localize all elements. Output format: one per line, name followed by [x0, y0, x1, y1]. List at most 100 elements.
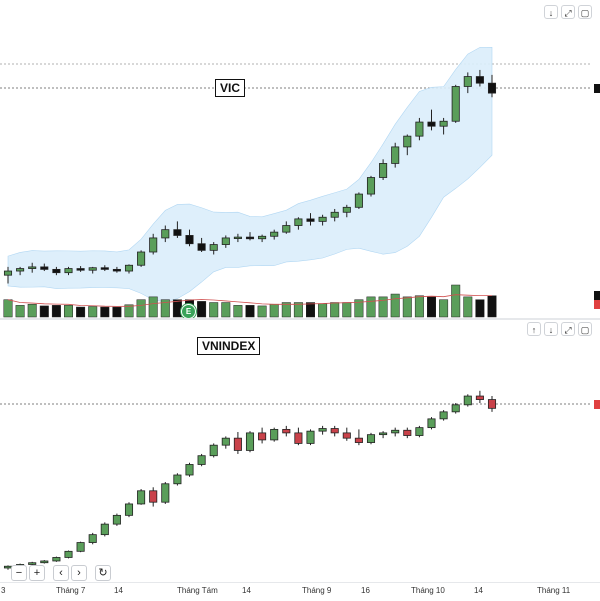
reset-chart-button[interactable]: ↻	[95, 565, 111, 581]
candle-body	[427, 418, 436, 429]
volume-bar	[354, 299, 364, 318]
candle-body	[439, 411, 448, 420]
candle-body	[137, 251, 146, 266]
candle-body	[258, 432, 267, 441]
volume-ma-line	[7, 294, 492, 307]
volume-bar	[463, 296, 473, 318]
x-tick: 16	[361, 586, 370, 595]
scroll-left-button[interactable]: ‹	[53, 565, 69, 581]
volume-bar	[487, 295, 497, 318]
volume-bar	[124, 304, 134, 318]
vic-volume-marker	[594, 291, 600, 300]
volume-bar	[378, 296, 388, 318]
volume-bar	[318, 303, 328, 318]
candle-body	[100, 267, 109, 270]
candle-body	[209, 244, 218, 251]
maximize-pane-button-2[interactable]: ⤢	[561, 322, 575, 336]
candle-body	[52, 268, 61, 274]
candle-body	[342, 206, 351, 213]
candle-body	[391, 429, 400, 434]
candle-body	[209, 444, 218, 457]
vic-symbol-label: VIC	[215, 79, 246, 97]
candle-body	[112, 514, 121, 525]
candle-body	[137, 490, 146, 505]
candle-body	[366, 434, 376, 443]
collapse-pane-button-2[interactable]: ▢	[578, 322, 592, 336]
candle-body	[451, 404, 460, 413]
candle-body	[124, 503, 134, 516]
vic-volume-marker-red	[594, 300, 600, 309]
volume-bar	[64, 305, 73, 318]
volume-bar	[451, 284, 461, 318]
x-tick: Tháng 11	[537, 586, 571, 595]
candle-body	[161, 483, 170, 503]
vnindex-chart	[0, 390, 592, 570]
volume-bar	[197, 301, 207, 318]
price-band	[7, 46, 493, 303]
zoom-out-button[interactable]: −	[11, 565, 27, 581]
candle-body	[342, 432, 351, 439]
candle-body	[487, 399, 497, 409]
candle-body	[354, 193, 363, 208]
candle-body	[282, 225, 291, 233]
candle-body	[403, 429, 412, 436]
candle-body	[221, 437, 230, 446]
scroll-right-button[interactable]: ›	[71, 565, 87, 581]
zoom-in-button[interactable]: +	[29, 565, 45, 581]
candle-body	[487, 82, 497, 94]
candle-body	[173, 229, 182, 236]
candle-body	[52, 557, 61, 562]
x-tick: 3	[1, 586, 6, 595]
x-tick: 14	[114, 586, 123, 595]
maximize-pane-button[interactable]: ⤢	[561, 5, 575, 19]
candle-body	[149, 490, 158, 503]
candle-body	[463, 395, 472, 406]
candle-body	[233, 437, 242, 451]
candle-body	[306, 430, 315, 444]
volume-bar	[306, 302, 315, 318]
candle-body	[427, 121, 436, 127]
move-up-button[interactable]: ↑	[527, 322, 541, 336]
volume-bar	[15, 305, 25, 318]
volume-bar	[233, 305, 243, 318]
candle-body	[100, 523, 109, 536]
candle-body	[197, 455, 206, 465]
candle-body	[439, 120, 448, 127]
candle-body	[76, 542, 85, 552]
volume-bar	[100, 306, 110, 318]
candle-body	[415, 121, 424, 137]
candle-body	[221, 237, 230, 245]
volume-bar	[27, 303, 37, 318]
candle-body	[28, 562, 37, 565]
time-axis[interactable]	[0, 582, 600, 601]
x-tick: Tháng 9	[302, 586, 332, 595]
candle-body	[76, 268, 85, 271]
collapse-pane-button[interactable]: ▢	[578, 5, 592, 19]
candle-body	[294, 218, 303, 226]
candle-body	[245, 432, 255, 451]
candle-body	[475, 395, 484, 400]
volume-bar	[342, 302, 352, 318]
candle-body	[40, 266, 49, 270]
volume-bar	[366, 296, 376, 318]
candle-body	[379, 163, 388, 178]
pane-divider[interactable]	[0, 318, 600, 320]
candle-body	[40, 560, 49, 564]
vic-chart	[0, 46, 592, 318]
volume-bar	[245, 305, 255, 318]
candle-body	[197, 243, 206, 251]
volume-bar	[76, 306, 86, 318]
volume-bar	[293, 302, 303, 318]
move-down-button-2[interactable]: ↓	[544, 322, 558, 336]
candle-body	[185, 464, 194, 476]
candle-body	[88, 534, 97, 543]
move-down-button[interactable]: ↓	[544, 5, 558, 19]
candle-body	[318, 428, 327, 432]
candle-body	[124, 264, 134, 272]
earnings-event-icon[interactable]: E	[181, 304, 196, 319]
x-tick: 14	[474, 586, 483, 595]
volume-bar	[402, 296, 412, 318]
candle-body	[3, 270, 13, 276]
candle-body	[379, 432, 388, 436]
volume-bar	[281, 302, 291, 318]
